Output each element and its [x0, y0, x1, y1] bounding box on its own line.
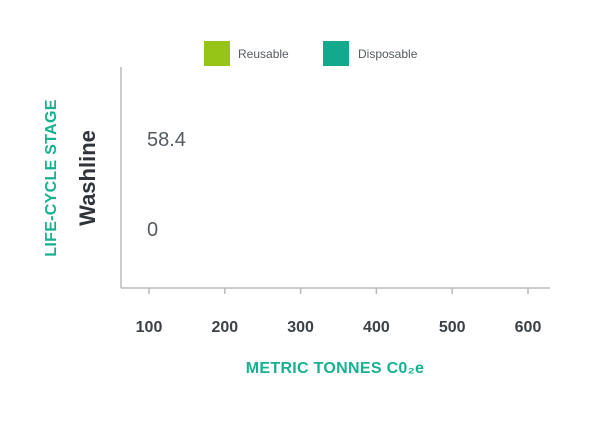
x-tick-label-500: 500	[439, 319, 466, 336]
category-label-washline: Washline	[75, 130, 100, 226]
value-label-reusable: 58.4	[147, 129, 186, 151]
x-axis-ticks: 100 200 300 400 500 600	[136, 288, 542, 336]
x-axis-title: METRIC TONNES C0₂e	[246, 360, 424, 377]
x-tick-label-600: 600	[515, 319, 542, 336]
x-tick-label-200: 200	[211, 319, 238, 336]
legend-label-disposable: Disposable	[358, 47, 418, 61]
legend: Reusable Disposable	[204, 41, 418, 66]
x-tick-label-400: 400	[363, 319, 390, 336]
value-label-disposable: 0	[147, 219, 158, 241]
legend-label-reusable: Reusable	[238, 47, 289, 61]
plot-marks: 58.40	[147, 129, 186, 241]
legend-swatch-reusable	[204, 41, 230, 66]
x-tick-label-100: 100	[136, 319, 163, 336]
x-tick-label-300: 300	[287, 319, 314, 336]
y-axis-title: LIFE-CYCLE STAGE	[43, 99, 60, 256]
legend-swatch-disposable	[323, 41, 349, 66]
